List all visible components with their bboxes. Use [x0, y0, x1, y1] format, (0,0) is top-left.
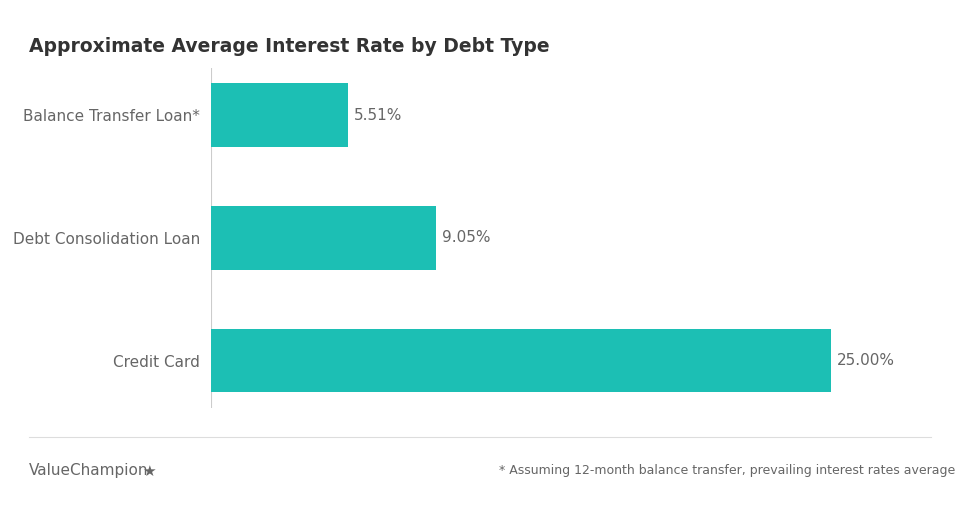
Bar — [211, 84, 348, 147]
Text: 25.00%: 25.00% — [837, 353, 895, 368]
Text: * Assuming 12-month balance transfer, prevailing interest rates average 24% p.a.: * Assuming 12-month balance transfer, pr… — [499, 464, 960, 477]
Text: Approximate Average Interest Rate by Debt Type: Approximate Average Interest Rate by Deb… — [29, 37, 549, 55]
Text: 5.51%: 5.51% — [354, 108, 402, 123]
Text: 9.05%: 9.05% — [442, 231, 491, 245]
Bar — [211, 206, 436, 270]
Text: ★: ★ — [142, 464, 156, 479]
Text: ValueChampion: ValueChampion — [29, 463, 148, 478]
Bar — [211, 329, 830, 392]
